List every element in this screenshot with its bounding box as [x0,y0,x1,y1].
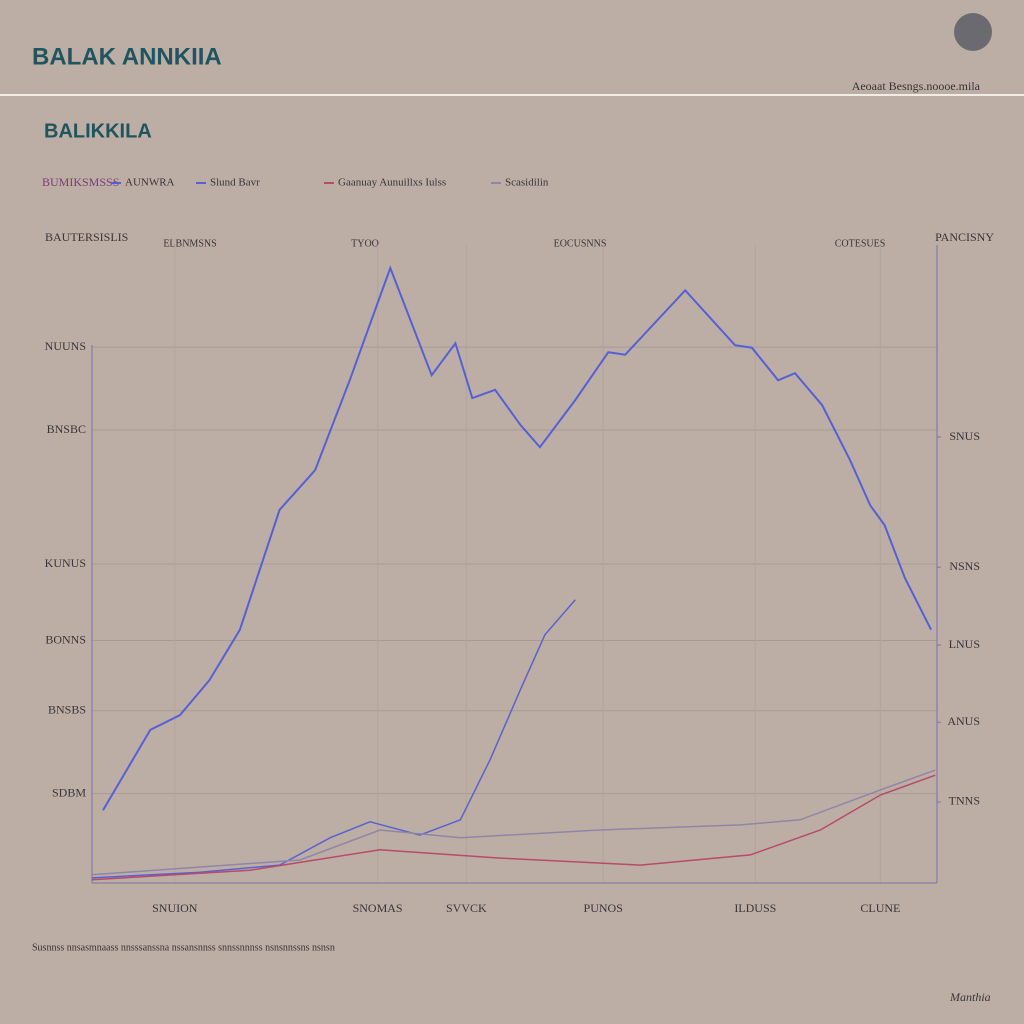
legend-title: BUMIKSMSSS [42,175,119,189]
x-tick-label: SNUION [152,901,198,915]
legend-label: AUNWRA [125,177,175,189]
y-tick-label: BNSBS [48,702,86,716]
y2-tick-label: SNUS [949,429,980,443]
column-label: EOCUSNNS [554,238,607,249]
y-tick-label: BNSBC [47,422,86,436]
series-line [91,774,936,881]
column-label: ELBNMSNS [163,238,216,249]
series-line [102,265,932,811]
y2-tick-label: LNUS [949,637,980,651]
x-tick-label: SVVCK [446,901,487,915]
column-label: COTESUES [835,238,886,249]
y-tick-label: BONNS [45,632,86,646]
series-line [91,769,936,876]
signature: Manthia [949,990,991,1004]
chart-title: BALIKKILA [44,120,152,142]
legend-label: Gaanuay Aunuillxs Iulss [338,177,446,189]
legend-label: Scasidilin [505,177,549,189]
avatar[interactable] [954,13,992,51]
column-label: TYOO [351,238,379,249]
x-tick-label: SNOMAS [353,901,403,915]
x-tick-label: CLUNE [860,901,900,915]
y2-tick-label: TNNS [949,794,980,808]
y-tick-label: SDBM [52,785,86,799]
y2-tick-label: NSNS [949,559,980,573]
series-line [91,599,576,879]
y2-tick-label: ANUS [947,714,980,728]
top-right-link[interactable]: Aeoaat Besngs.noooe.mila [852,79,981,93]
legend-label: Slund Bavr [210,177,260,189]
y-axis-label: BAUTERSISLIS [45,230,128,244]
y-tick-label: NUUNS [45,339,86,353]
x-tick-label: PUNOS [584,901,623,915]
y2-axis-label: PANCISNY [935,230,994,244]
footnote: Susnnss nnsasmnaass nnsssanssna nssansnn… [32,942,335,953]
y-tick-label: KUNUS [45,556,86,570]
page-title: BALAK ANNKIIA [32,43,222,70]
x-tick-label: ILDUSS [734,901,776,915]
